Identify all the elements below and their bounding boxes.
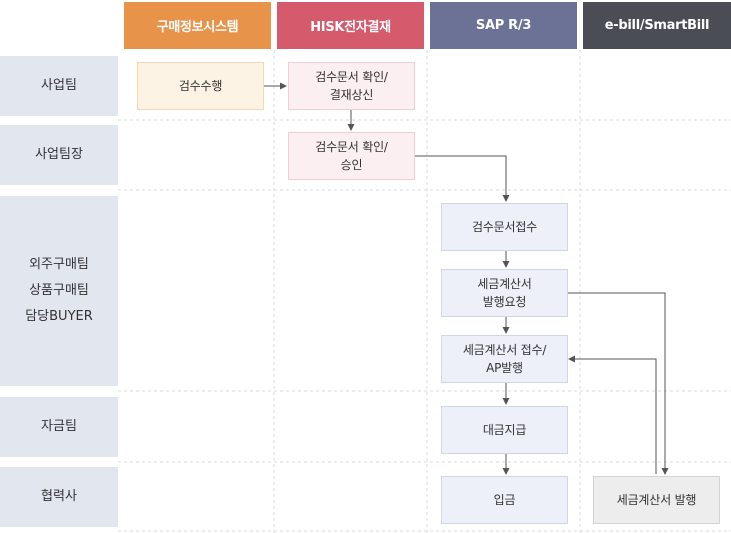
column-header-ebill: e-bill/SmartBill: [583, 2, 731, 49]
step-invoice-issue: 세금계산서 발행: [593, 476, 720, 524]
step-confirm-approval-request: 검수문서 확인/ 결재상신: [288, 62, 415, 110]
row-header-partner: 협력사: [0, 467, 118, 527]
row-header-business-team: 사업팀: [0, 56, 118, 116]
row-header-finance: 자금팀: [0, 397, 118, 457]
arrow-issue-to-ap: [568, 355, 657, 474]
column-header-sap: SAP R/3: [430, 2, 577, 49]
row-label: 협력사: [41, 489, 77, 504]
row-label: 사업팀: [41, 78, 77, 93]
row-header-buyer: 외주구매팀 상품구매팀 담당BUYER: [0, 196, 118, 386]
step-confirm-approval: 검수문서 확인/ 승인: [288, 132, 415, 180]
row-label: 담당BUYER: [25, 309, 93, 324]
arrow-request-to-issue: [568, 292, 669, 475]
step-invoice-request: 세금계산서 발행요청: [441, 269, 568, 317]
row-label: 사업팀장: [35, 147, 83, 162]
step-invoice-receipt-ap: 세금계산서 접수/ AP발행: [441, 335, 568, 383]
grid-lines: [118, 50, 731, 533]
row-header-business-lead: 사업팀장: [0, 125, 118, 185]
column-header-procurement: 구매정보시스템: [124, 2, 271, 49]
row-label: 상품구매팀: [29, 283, 89, 298]
row-label: 자금팀: [41, 419, 77, 434]
step-document-receipt: 검수문서접수: [441, 203, 568, 251]
step-deposit: 입금: [441, 476, 568, 524]
arrow-approval-to-receipt: [414, 155, 510, 202]
step-inspection: 검수수행: [137, 62, 264, 110]
row-label: 외주구매팀: [29, 257, 89, 272]
column-header-approval: HISK전자결재: [277, 2, 424, 49]
step-payment: 대금지급: [441, 406, 568, 454]
